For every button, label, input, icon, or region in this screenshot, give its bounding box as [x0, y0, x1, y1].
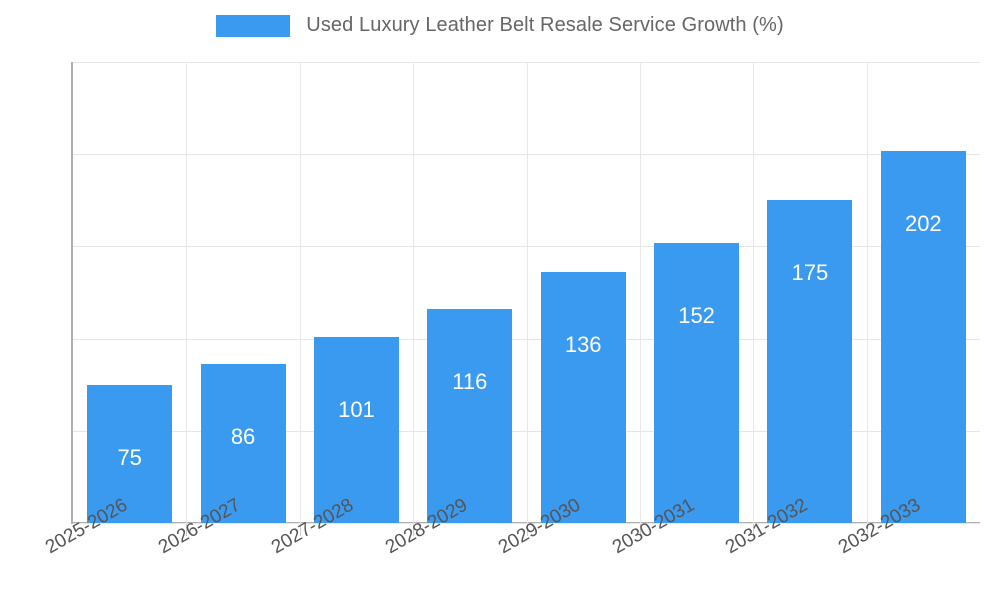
bar-value-label: 75: [117, 444, 142, 470]
gridline-horizontal: [73, 430, 980, 432]
gridline-vertical: [753, 62, 754, 523]
x-tick-mark: [186, 524, 187, 536]
gridline-horizontal: [73, 523, 980, 524]
plot-area: 75 86 101 116 136 152 175 202: [73, 62, 980, 524]
gridline-vertical: [640, 62, 641, 523]
legend-item-label: Used Luxury Leather Belt Resale Service …: [306, 14, 784, 36]
bar-value-label: 136: [564, 332, 602, 358]
gridline-vertical: [527, 62, 528, 523]
bar[interactable]: 152: [654, 242, 740, 523]
legend-item-series-1[interactable]: Used Luxury Leather Belt Resale Service …: [216, 14, 784, 37]
gridline-vertical: [186, 62, 187, 523]
x-tick-mark: [640, 524, 641, 536]
bar[interactable]: 101: [313, 336, 399, 523]
bar[interactable]: 86: [200, 364, 286, 523]
bar[interactable]: 136: [540, 272, 626, 523]
gridline-vertical: [300, 62, 301, 523]
gridline-vertical: [867, 62, 868, 523]
chart-legend: Used Luxury Leather Belt Resale Service …: [0, 14, 1000, 37]
x-tick-mark: [413, 524, 414, 536]
bar-value-label: 116: [452, 369, 488, 395]
x-tick-mark: [527, 524, 528, 536]
bar[interactable]: 75: [87, 384, 173, 523]
legend-color-swatch-icon: [216, 14, 291, 37]
bar[interactable]: 175: [767, 200, 853, 523]
bar-value-label: 202: [904, 210, 942, 236]
gridline-horizontal: [73, 338, 980, 340]
gridline-vertical: [413, 62, 414, 523]
y-axis-spine: [71, 62, 73, 524]
gridline-horizontal: [73, 246, 980, 248]
gridline-horizontal: [73, 154, 980, 156]
bar-value-label: 152: [678, 302, 715, 328]
x-tick-mark: [753, 524, 754, 536]
bar-value-label: 175: [791, 260, 829, 286]
bar[interactable]: 202: [880, 150, 966, 523]
bar-value-label: 86: [230, 424, 256, 450]
bar-value-label: 101: [338, 396, 375, 422]
x-tick-mark: [300, 524, 301, 536]
x-tick-mark: [867, 524, 868, 536]
bar[interactable]: 116: [427, 309, 513, 523]
gridline-horizontal: [73, 62, 980, 63]
